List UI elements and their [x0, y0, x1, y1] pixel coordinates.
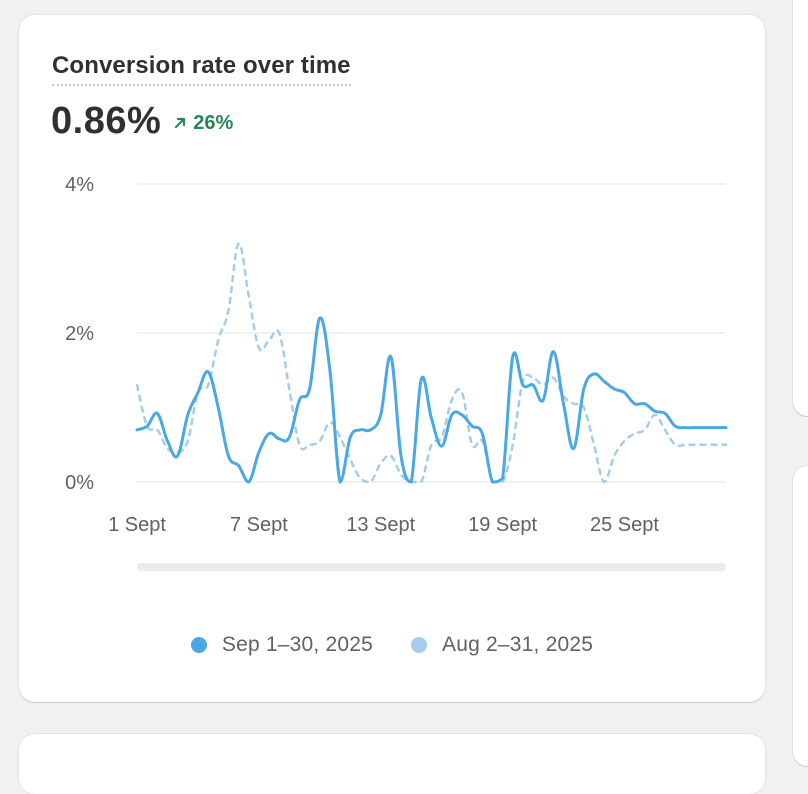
- legend-label-previous: Aug 2–31, 2025: [442, 633, 594, 656]
- y-tick-label-0: 0%: [65, 472, 94, 494]
- chart-legend: Sep 1–30, 2025 Aug 2–31, 2025: [19, 633, 765, 657]
- arrow-up-right-icon: [175, 117, 186, 129]
- x-tick-label-0: 1 Sept: [108, 514, 166, 536]
- series-line-current: [135, 316, 728, 484]
- x-tick-label-4: 25 Sept: [590, 514, 659, 536]
- legend-item-previous[interactable]: Aug 2–31, 2025: [411, 633, 593, 657]
- legend-dot-previous: [411, 637, 427, 653]
- x-tick-label-1: 7 Sept: [230, 514, 288, 536]
- next-card: [19, 734, 765, 794]
- adjacent-card-bottom: [793, 466, 808, 766]
- delta-badge: 26%: [173, 112, 233, 135]
- x-tick-label-3: 19 Sept: [468, 514, 537, 536]
- legend-dot-current: [190, 637, 207, 653]
- adjacent-card-top: [793, 0, 808, 416]
- conversion-rate-card: Conversion rate over time 0.86% 26% 0% 2%…: [19, 15, 765, 702]
- y-tick-label-2: 4%: [65, 174, 94, 196]
- y-tick-label-1: 2%: [65, 323, 94, 345]
- metric-row: 0.86% 26%: [51, 99, 233, 143]
- line-chart: 0% 2% 4% 1 Sept 7 Sept 13 Sept 19 Sept 25 Sept: [65, 174, 728, 536]
- x-tick-label-2: 13 Sept: [346, 514, 415, 536]
- series-line-previous: [135, 242, 728, 484]
- delta-text: 26%: [193, 111, 234, 134]
- card-title[interactable]: Conversion rate over time: [52, 51, 351, 86]
- legend-label-current: Sep 1–30, 2025: [221, 633, 373, 656]
- chart-scrollbar[interactable]: [137, 563, 726, 571]
- metric-value: 0.86%: [51, 100, 162, 142]
- legend-item-current[interactable]: Sep 1–30, 2025: [190, 633, 373, 657]
